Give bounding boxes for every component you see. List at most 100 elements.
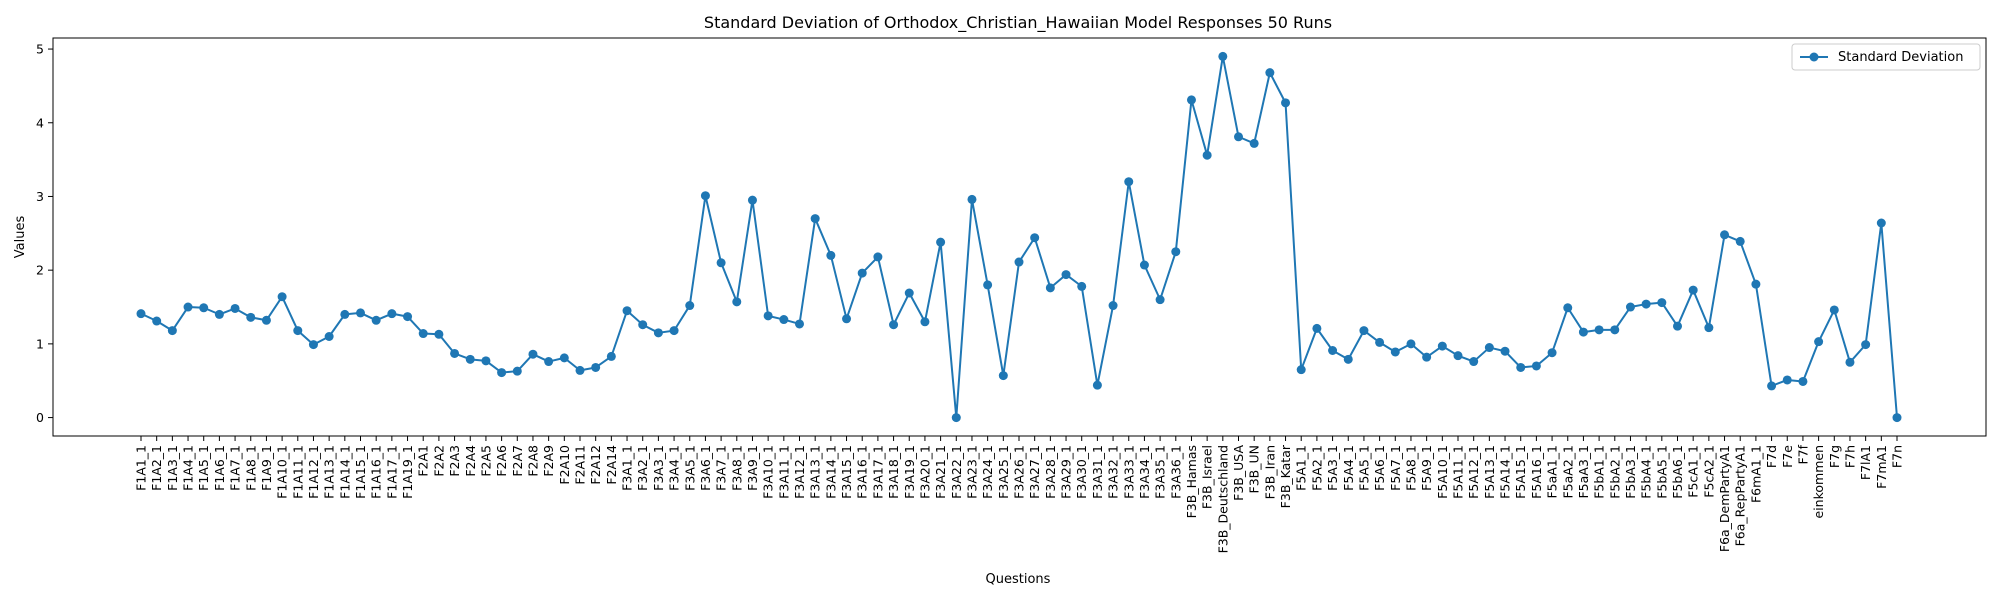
x-tick-label: F3A35_1	[1153, 445, 1168, 499]
data-point	[1594, 325, 1604, 335]
x-tick-label: F1A19_1	[400, 445, 415, 499]
x-tick-label: F3A15_1	[839, 445, 854, 499]
data-point	[1876, 218, 1886, 228]
data-point	[1453, 351, 1463, 361]
data-point	[873, 252, 883, 262]
data-point	[1720, 230, 1730, 240]
x-tick-label: F5A6_1	[1372, 445, 1387, 491]
x-tick-label: F3A2_1	[635, 445, 650, 491]
x-tick-label: F5A16_1	[1529, 445, 1544, 499]
x-tick-label: F5bA4_1	[1639, 445, 1654, 499]
x-tick-label: F5aA2_1	[1560, 445, 1575, 499]
y-tick-label: 4	[36, 115, 44, 130]
x-tick-label: F6mA1_1	[1748, 445, 1763, 503]
data-point	[857, 268, 867, 278]
x-tick-label: F3A32_1	[1106, 445, 1121, 499]
data-point	[669, 326, 679, 336]
data-point	[1312, 323, 1322, 333]
data-point	[199, 303, 209, 313]
x-tick-label: F2A3	[447, 445, 462, 477]
x-tick-label: F3B_Deutschland	[1215, 445, 1230, 553]
data-point	[998, 371, 1008, 381]
data-point	[810, 214, 820, 224]
data-point	[951, 413, 961, 423]
series-line	[140, 55, 1898, 419]
data-point	[261, 315, 271, 325]
x-tick-label: F3A18_1	[886, 445, 901, 499]
data-point	[904, 288, 914, 298]
x-tick-label: F3A25_1	[996, 445, 1011, 499]
x-tick-label: F5A12_1	[1466, 445, 1481, 499]
data-point	[889, 320, 899, 330]
x-tick-label: F6a_DemPartyA1	[1717, 445, 1732, 552]
data-point	[763, 311, 773, 321]
x-tick-label: F3A17_1	[870, 445, 885, 499]
data-point	[1469, 357, 1479, 367]
data-point	[1845, 357, 1855, 367]
data-point	[1751, 279, 1761, 289]
data-point	[1139, 260, 1149, 270]
x-tick-label: F2A10	[557, 445, 572, 485]
x-tick-label: F1A2_1	[149, 445, 164, 491]
x-tick-label: F3B_Israel	[1200, 445, 1215, 509]
x-tick-label: F3A34_1	[1137, 445, 1152, 499]
x-tick-label: F3B_UN	[1247, 445, 1262, 493]
data-point	[1171, 247, 1181, 257]
data-point	[1077, 281, 1087, 291]
x-tick-label: F1A14_1	[337, 445, 352, 499]
x-tick-label: F2A11	[573, 445, 588, 485]
x-tick-label: F3A8_1	[729, 445, 744, 491]
x-tick-label: F1A10_1	[275, 445, 290, 499]
data-point	[293, 326, 303, 336]
x-tick-label: F3A6_1	[698, 445, 713, 491]
data-point	[1610, 325, 1620, 335]
data-point	[450, 348, 460, 358]
data-point	[936, 237, 946, 247]
x-tick-label: F5aA3_1	[1576, 445, 1591, 499]
x-tick-label: F3A23_1	[964, 445, 979, 499]
data-point	[1437, 341, 1447, 351]
data-point	[308, 340, 318, 350]
x-tick-label: F3A27_1	[1027, 445, 1042, 499]
x-tick-label: F5A14_1	[1498, 445, 1513, 499]
y-axis-label: Values	[13, 216, 28, 259]
x-tick-label: F5A4_1	[1341, 445, 1356, 491]
x-tick-label: F1A6_1	[212, 445, 227, 491]
x-tick-label: F2A2	[431, 445, 446, 477]
data-point	[418, 329, 428, 339]
x-tick-label: F2A9	[541, 445, 556, 477]
x-tick-label: F3A10_1	[761, 445, 776, 499]
data-point	[277, 292, 287, 302]
data-point	[1359, 326, 1369, 336]
x-tick-label: F2A12	[588, 445, 603, 485]
x-tick-label: F5A2_1	[1309, 445, 1324, 491]
data-point	[1892, 413, 1902, 423]
data-point	[512, 366, 522, 376]
x-tick-label: F3A11_1	[776, 445, 791, 499]
x-tick-label: F1A8_1	[243, 445, 258, 491]
data-point	[1202, 150, 1212, 160]
data-point	[1422, 352, 1432, 362]
x-tick-label: F5A9_1	[1419, 445, 1434, 491]
x-tick-label: F5bA2_1	[1607, 445, 1622, 499]
data-point	[1688, 285, 1698, 295]
data-point	[1798, 376, 1808, 386]
x-tick-label: F3A1_1	[620, 445, 635, 491]
x-tick-label: F5A5_1	[1356, 445, 1371, 491]
data-point	[779, 315, 789, 325]
x-tick-label: F3A5_1	[682, 445, 697, 491]
x-tick-label: F5A3_1	[1325, 445, 1340, 491]
data-point	[230, 303, 240, 313]
plot-area	[136, 51, 1902, 423]
x-tick-label: F7lA1	[1858, 445, 1873, 480]
x-tick-label: F5A8_1	[1403, 445, 1418, 491]
y-tick-label: 1	[36, 336, 44, 351]
data-point	[371, 315, 381, 325]
data-point	[747, 195, 757, 205]
x-tick-label: F1A1_1	[134, 445, 149, 491]
data-point	[1155, 295, 1165, 305]
data-point	[1265, 68, 1275, 78]
data-point	[795, 319, 804, 329]
x-tick-label: F7h	[1842, 445, 1857, 468]
